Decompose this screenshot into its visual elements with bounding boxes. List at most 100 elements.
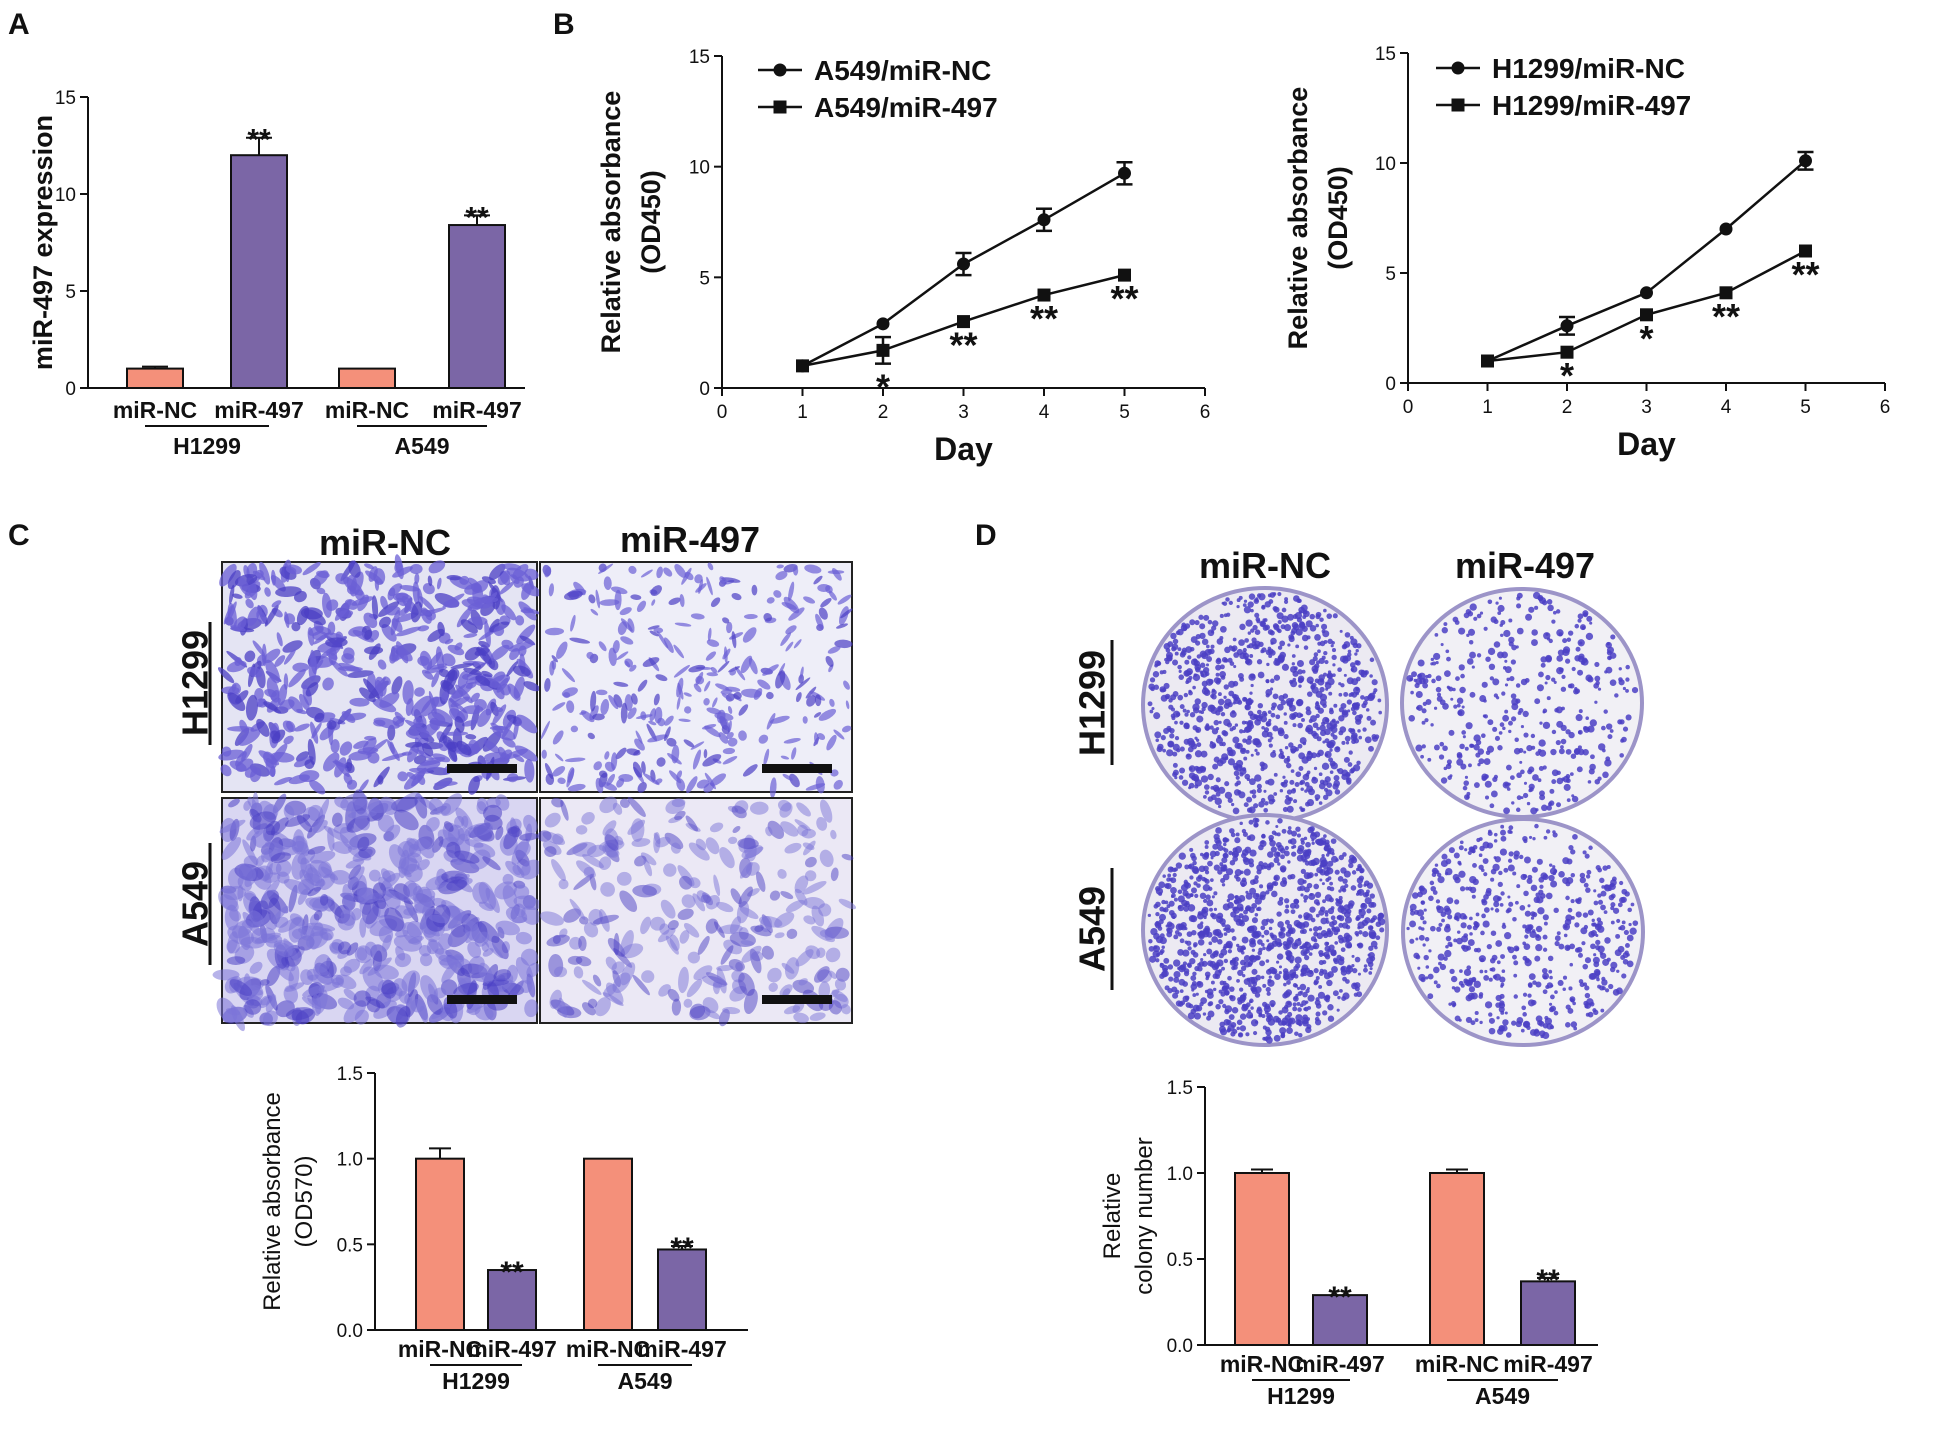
colony xyxy=(1183,971,1190,977)
colony xyxy=(1212,620,1219,627)
stained-cell xyxy=(283,649,296,665)
colony xyxy=(1500,824,1505,829)
colony xyxy=(1626,960,1634,968)
colony xyxy=(1163,643,1171,650)
colony xyxy=(1267,978,1272,983)
y-tick-label: 0.5 xyxy=(337,1235,363,1256)
stained-cell xyxy=(818,607,828,620)
colony xyxy=(1172,743,1180,751)
colony xyxy=(1548,969,1553,974)
colony xyxy=(1200,750,1208,758)
stained-cell xyxy=(332,812,343,827)
colony xyxy=(1584,992,1591,999)
stained-cell xyxy=(564,757,586,763)
colony xyxy=(1566,798,1571,803)
d-row-head-a549: A549 xyxy=(1072,886,1113,972)
colony xyxy=(1436,983,1441,989)
colony xyxy=(1331,654,1337,660)
colony xyxy=(1303,955,1310,961)
colony xyxy=(1560,686,1567,692)
colony xyxy=(1268,975,1272,979)
colony xyxy=(1248,819,1254,825)
colony xyxy=(1239,772,1244,777)
colony xyxy=(1299,990,1303,994)
colony xyxy=(1618,667,1622,671)
stained-cell xyxy=(792,1001,805,1014)
stained-cell xyxy=(826,734,837,751)
stained-cell xyxy=(459,575,470,585)
colony xyxy=(1254,992,1261,998)
colony xyxy=(1320,917,1328,925)
colony xyxy=(1203,614,1210,621)
stained-cell xyxy=(674,810,686,821)
colony xyxy=(1289,779,1295,785)
stained-cell xyxy=(521,905,541,925)
colony xyxy=(1332,990,1339,997)
stained-cell xyxy=(684,706,692,714)
colony xyxy=(1315,913,1320,918)
colony xyxy=(1583,882,1589,888)
colony xyxy=(1479,957,1485,963)
stained-cell xyxy=(219,563,237,587)
colony xyxy=(1229,828,1235,834)
y-tick-label: 0 xyxy=(1385,374,1396,395)
stained-cell xyxy=(450,663,474,669)
colony xyxy=(1192,685,1196,690)
colony xyxy=(1424,718,1429,723)
colony xyxy=(1190,743,1198,750)
stained-cell xyxy=(450,689,464,703)
stained-cell xyxy=(613,681,629,687)
colony xyxy=(1369,893,1376,899)
colony xyxy=(1360,695,1365,700)
stained-cell xyxy=(630,594,642,601)
colony xyxy=(1523,838,1528,844)
colony xyxy=(1235,775,1240,780)
colony xyxy=(1536,896,1544,904)
colony xyxy=(1205,974,1210,979)
stained-cell xyxy=(365,570,384,584)
stained-cell xyxy=(261,880,280,901)
colony xyxy=(1606,957,1611,962)
bar xyxy=(583,1157,633,1331)
stained-cell xyxy=(481,576,496,584)
colony xyxy=(1278,655,1282,660)
colony xyxy=(1493,973,1501,981)
stained-cell xyxy=(388,583,403,597)
colony xyxy=(1299,983,1307,991)
colony xyxy=(1574,922,1580,928)
colony xyxy=(1292,844,1297,849)
colony xyxy=(1315,976,1320,981)
stained-cell xyxy=(428,798,444,815)
colony xyxy=(1248,834,1256,842)
colony xyxy=(1194,893,1199,898)
colony xyxy=(1623,929,1629,935)
colony xyxy=(1518,707,1524,713)
colony xyxy=(1217,698,1225,706)
colony xyxy=(1546,1023,1553,1030)
stained-cell xyxy=(466,1002,483,1014)
significance-label: ** xyxy=(1030,298,1058,339)
colony xyxy=(1488,1017,1496,1024)
colony xyxy=(1341,644,1348,650)
colony xyxy=(1522,874,1528,879)
colony xyxy=(1617,902,1623,908)
stained-cell xyxy=(326,599,339,611)
colony xyxy=(1428,949,1432,953)
colony xyxy=(1355,660,1361,666)
colony xyxy=(1250,608,1254,613)
stained-cell xyxy=(219,819,246,834)
colony xyxy=(1529,787,1534,792)
stained-cell xyxy=(841,725,852,733)
colony xyxy=(1232,736,1240,744)
stained-cell xyxy=(346,758,353,772)
colony xyxy=(1475,739,1482,746)
colony xyxy=(1182,949,1190,957)
colony xyxy=(1516,884,1521,889)
colony xyxy=(1360,902,1368,910)
colony xyxy=(1194,619,1200,626)
c-micrograph-a549-nc xyxy=(212,789,542,1032)
colony xyxy=(1221,883,1226,887)
colony xyxy=(1297,678,1304,684)
colony xyxy=(1566,637,1572,642)
